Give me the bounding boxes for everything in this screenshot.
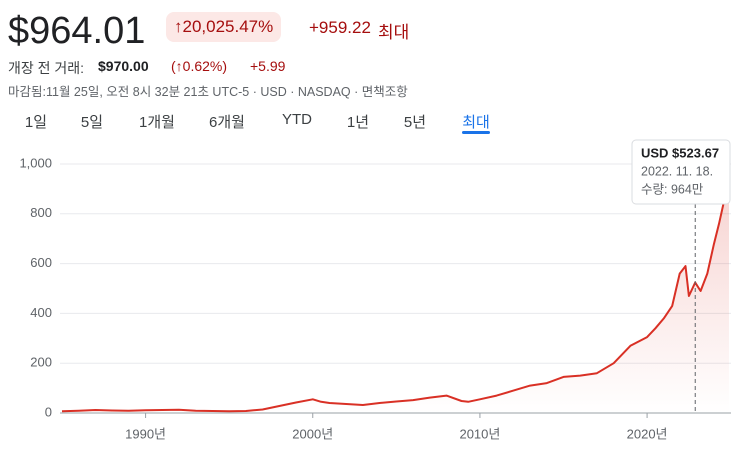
y-tick-label: 1,000 <box>19 155 52 170</box>
premarket-change: +5.99 <box>250 58 286 74</box>
premarket-label: 개장 전 거래: <box>8 60 85 76</box>
x-tick-label: 2010년 <box>459 426 500 441</box>
tooltip-volume: 수량: 964만 <box>641 182 704 196</box>
range-tab[interactable]: 1년 <box>346 114 370 131</box>
change-badge: ↑20,025.47% <box>166 12 282 42</box>
tooltip: USD $523.67 2022. 11. 18. 수량: 964만 <box>631 139 731 205</box>
x-tick-label: 2000년 <box>292 426 333 441</box>
y-tick-label: 400 <box>30 305 52 320</box>
premarket-pct: (↑0.62%) <box>171 58 228 74</box>
price-line <box>61 172 730 413</box>
premarket-price: $970.00 <box>98 58 149 74</box>
range-tab[interactable]: 최대 <box>462 114 490 131</box>
range-tab[interactable]: 5년 <box>403 114 427 131</box>
x-tick-label: 2020년 <box>627 426 668 441</box>
range-tab[interactable]: 1일 <box>24 114 48 131</box>
period: 최대 <box>378 23 410 42</box>
price: $964.01 <box>8 10 146 52</box>
range-tab[interactable]: 5일 <box>80 114 104 131</box>
x-tick-label: 1990년 <box>125 426 166 441</box>
tooltip-box <box>631 139 731 205</box>
tooltip-price: USD $523.67 <box>641 145 719 160</box>
range-tab[interactable]: YTD <box>282 111 312 128</box>
area <box>62 173 729 413</box>
y-tick-label: 200 <box>30 355 52 370</box>
range-tab[interactable]: 1개월 <box>139 114 175 131</box>
change: +959.22 <box>309 18 371 37</box>
status: 마감됨:11월 25일, 오전 8시 32분 21초 UTC-5 · USD ·… <box>8 85 408 99</box>
y-tick-label: 800 <box>30 205 52 220</box>
tab-underline <box>462 131 490 134</box>
tooltip-date: 2022. 11. 18. <box>641 164 713 178</box>
range-tab[interactable]: 6개월 <box>209 114 245 131</box>
y-tick-label: 0 <box>45 404 52 419</box>
y-tick-label: 600 <box>30 255 52 270</box>
